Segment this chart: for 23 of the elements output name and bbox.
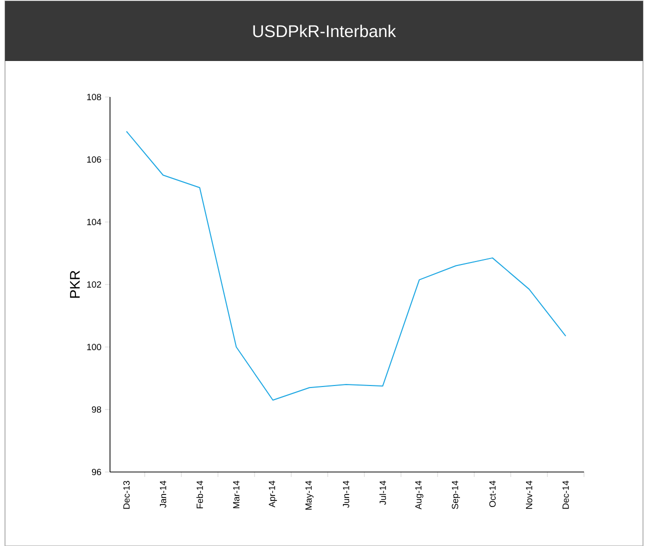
x-tick-label: Dec-13 <box>123 480 130 509</box>
y-tick-label: 100 <box>87 344 102 350</box>
x-tick-label: Apr-14 <box>268 480 277 508</box>
x-tick-label: Mar-14 <box>233 480 240 508</box>
x-tick-label: Aug-14 <box>415 480 424 510</box>
x-tick-label: Feb-14 <box>196 480 203 508</box>
line-series <box>126 130 566 401</box>
y-axis-title: PKR <box>70 270 80 298</box>
x-tick-label: Jun-14 <box>342 480 350 508</box>
x-tick-label: Nov-14 <box>526 480 532 509</box>
x-tick-label: Dec-14 <box>562 480 569 509</box>
y-tick-label: 104 <box>87 218 102 226</box>
y-tick-label: 98 <box>92 406 102 413</box>
chart-title: USDPkR-Interbank <box>253 24 396 38</box>
x-tick-label: May-14 <box>305 480 314 510</box>
y-tick-label: 96 <box>92 468 102 476</box>
y-tick-label: 108 <box>87 94 102 100</box>
x-tick-label: Oct-14 <box>489 480 496 508</box>
x-tick-label: Jan-14 <box>160 480 166 508</box>
x-tick-label: Jul-14 <box>379 480 386 505</box>
x-tick-label: Sep-14 <box>452 480 460 510</box>
y-tick-label: 106 <box>87 156 102 163</box>
y-tick-label: 102 <box>87 281 102 288</box>
